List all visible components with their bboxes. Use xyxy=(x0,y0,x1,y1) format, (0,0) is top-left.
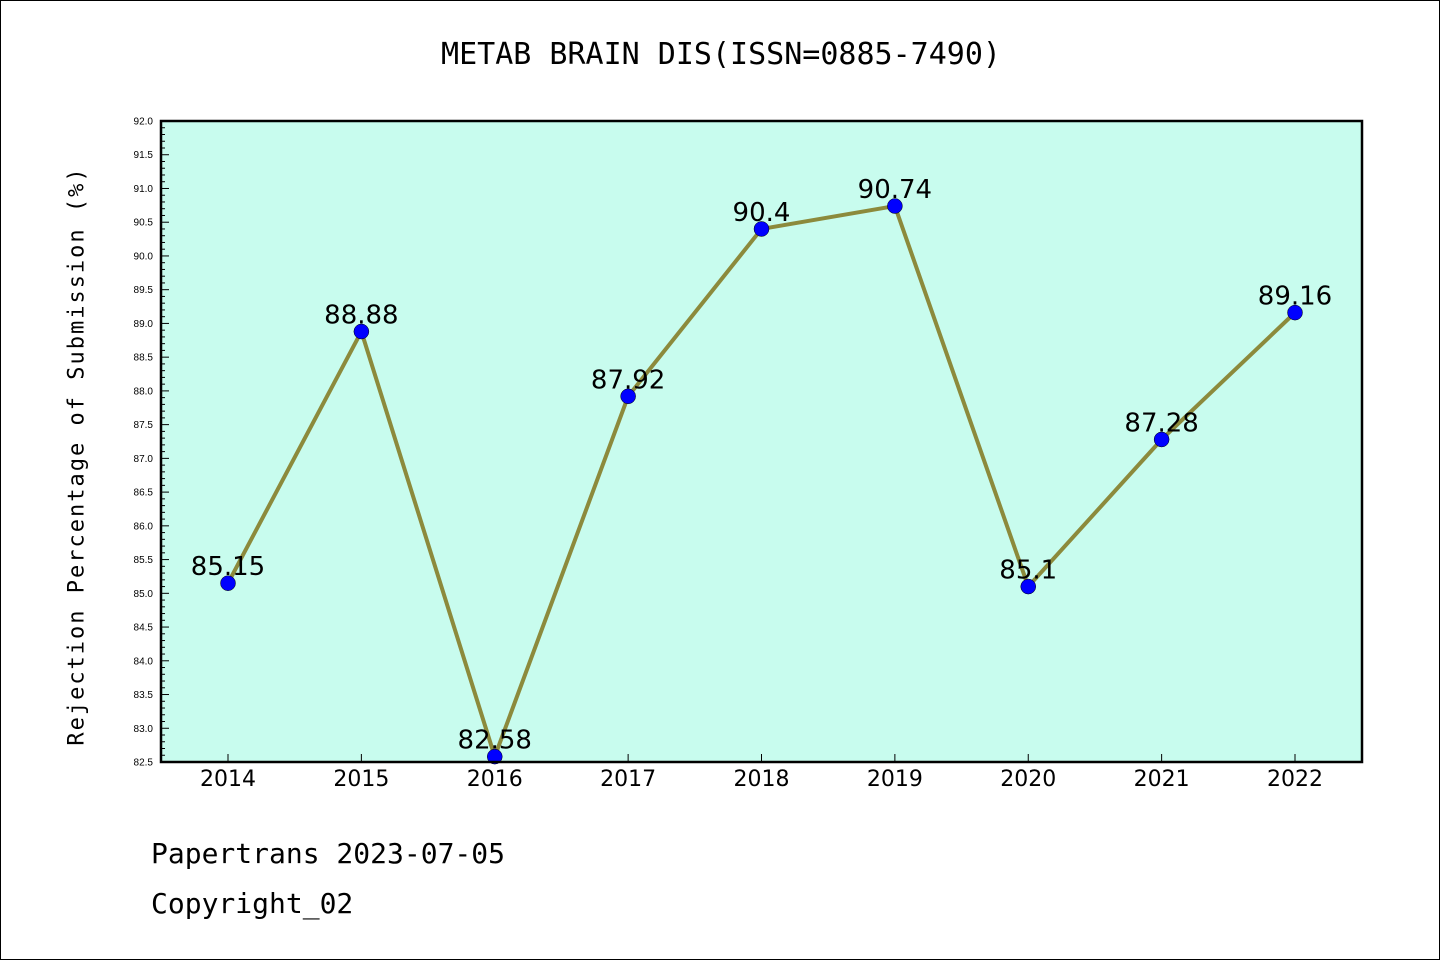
footer-copyright: Copyright_02 xyxy=(151,887,354,920)
chart-title: METAB BRAIN DIS(ISSN=0885-7490) xyxy=(441,37,1001,72)
y-axis-ticks: 82.5 83.0 83.5 84.0 84.5 85.0 85.5 86.0 86.5 87.0… xyxy=(134,117,169,769)
data-point xyxy=(620,388,636,405)
data-value-label: 82.58 xyxy=(458,726,532,756)
y-tick-label: 85.0 xyxy=(134,589,154,600)
y-tick-label: 92.0 xyxy=(134,117,154,128)
data-point xyxy=(487,748,503,765)
x-tick-label: 2018 xyxy=(734,767,790,792)
y-tick-label: 83.5 xyxy=(134,690,154,701)
data-value-label: 85.1 xyxy=(999,556,1057,586)
y-tick-label: 88.5 xyxy=(134,353,154,364)
y-tick-label: 86.0 xyxy=(134,521,154,532)
y-tick-label: 89.0 xyxy=(134,319,154,330)
data-point xyxy=(353,323,370,340)
data-value-label: 89.16 xyxy=(1258,282,1332,312)
data-point xyxy=(1020,578,1036,595)
y-tick-label: 91.0 xyxy=(134,184,154,195)
y-tick-label: 82.5 xyxy=(134,758,154,769)
data-markers xyxy=(220,198,1303,765)
x-axis-ticks: 2014 2015 2016 2017 2018 2019 2020 2021 2022 xyxy=(200,754,1323,792)
x-tick-label: 2021 xyxy=(1134,767,1190,792)
y-tick-label: 88.0 xyxy=(134,386,154,397)
data-value-label: 90.4 xyxy=(733,198,791,228)
data-value-label: 87.92 xyxy=(591,365,665,395)
data-point xyxy=(1153,431,1170,448)
x-tick-label: 2014 xyxy=(200,767,256,792)
y-tick-label: 85.5 xyxy=(134,555,154,566)
data-point xyxy=(887,198,903,214)
y-tick-label: 86.5 xyxy=(134,488,154,499)
y-tick-label: 83.0 xyxy=(134,724,154,735)
y-tick-label: 84.0 xyxy=(134,656,154,667)
x-tick-label: 2022 xyxy=(1267,767,1323,792)
y-tick-label: 90.0 xyxy=(134,251,154,262)
y-tick-label: 84.5 xyxy=(134,623,154,634)
data-value-label: 87.28 xyxy=(1124,408,1198,438)
x-tick-label: 2016 xyxy=(467,767,523,792)
data-point xyxy=(753,221,770,237)
y-tick-label: 89.5 xyxy=(134,285,154,296)
y-tick-label: 87.0 xyxy=(134,454,154,465)
x-tick-label: 2020 xyxy=(1000,767,1056,792)
data-labels: 85.15 88.88 82.58 87.92 90.4 90.74 85.1 87.28 89… xyxy=(191,175,1332,756)
y-tick-label: 91.5 xyxy=(134,150,154,161)
data-value-label: 90.74 xyxy=(858,175,932,205)
y-tick-label: 90.5 xyxy=(134,218,154,229)
data-value-label: 88.88 xyxy=(324,301,398,331)
plot-border xyxy=(159,119,1364,764)
x-tick-label: 2015 xyxy=(333,767,389,792)
x-tick-label: 2017 xyxy=(600,767,656,792)
footer-date: Papertrans 2023-07-05 xyxy=(151,837,506,870)
x-tick-label: 2019 xyxy=(867,767,923,792)
y-tick-label: 87.5 xyxy=(134,420,154,431)
data-point xyxy=(1287,304,1303,321)
data-value-label: 85.15 xyxy=(191,552,265,582)
data-point xyxy=(220,575,236,591)
